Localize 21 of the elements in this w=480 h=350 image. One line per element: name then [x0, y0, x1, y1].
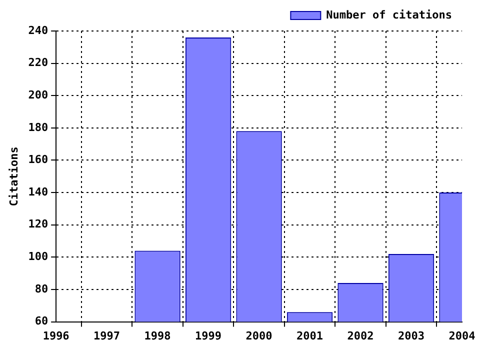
x-tick-label: 1998 [144, 329, 171, 342]
x-tick-label: 2003 [398, 329, 425, 342]
x-tick-label: 1997 [94, 329, 120, 342]
y-tick-label: 200 [28, 88, 48, 102]
y-tick-label: 120 [28, 218, 48, 231]
x-tick-label: 2002 [347, 329, 374, 342]
y-tick-label: 220 [28, 56, 48, 70]
x-tick-label: 1999 [195, 329, 222, 342]
y-tick-label: 140 [28, 185, 48, 198]
y-tick-label: 80 [34, 282, 48, 296]
legend-label: Number of citations [326, 8, 452, 22]
y-tick-label: 180 [28, 120, 48, 134]
y-tick-label: 100 [28, 250, 48, 264]
y-axis-title: Citations [7, 146, 20, 206]
y-tick-label: 240 [28, 24, 48, 37]
x-tick-label: 1996 [42, 329, 70, 342]
x-tick-label: 2000 [246, 329, 272, 342]
x-tick-label: 2004 [448, 329, 476, 342]
y-tick-label: 60 [34, 314, 48, 328]
y-tick-label: 160 [28, 153, 48, 166]
x-tick-label: 2001 [296, 329, 324, 342]
